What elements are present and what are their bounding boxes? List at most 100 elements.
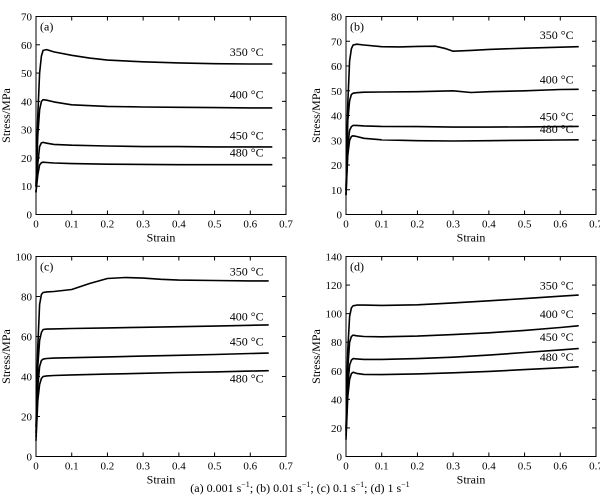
caption-sup-d: −1 bbox=[401, 480, 410, 489]
series-line-d-1 bbox=[345, 294, 579, 429]
y-tick-label-a: 10 bbox=[21, 181, 33, 193]
y-tick-label-c: 0 bbox=[27, 452, 33, 464]
y-tick-label-c: 80 bbox=[21, 292, 33, 304]
y-tick-label-a: 70 bbox=[21, 12, 33, 24]
series-label-a-4: 480 °C bbox=[230, 146, 264, 160]
series-line-b-1 bbox=[345, 43, 579, 191]
y-tick-label-b: 0 bbox=[337, 210, 343, 222]
x-tick-label-d: 0 bbox=[343, 461, 349, 473]
series-label-d-2: 400 °C bbox=[540, 307, 574, 321]
caption-segment-b: ; (b) 0.01 s−1 bbox=[249, 480, 311, 495]
x-tick-label-b: 0.2 bbox=[411, 219, 425, 231]
y-tick-label-b: 30 bbox=[331, 135, 343, 147]
x-tick-label-a: 0.4 bbox=[172, 219, 186, 231]
plot-frame-d bbox=[345, 256, 597, 457]
y-tick-label-a: 60 bbox=[21, 40, 33, 52]
x-tick-label-b: 0.6 bbox=[553, 219, 567, 231]
series-line-d-4 bbox=[345, 365, 579, 441]
caption-sup-b: −1 bbox=[301, 480, 311, 489]
y-tick-label-d: 140 bbox=[326, 252, 343, 264]
caption-sup-c: −1 bbox=[355, 480, 365, 489]
y-tick-label-a: 20 bbox=[21, 153, 33, 165]
caption-segment-c: ; (c) 0.1 s−1 bbox=[310, 480, 365, 495]
series-label-d-4: 480 °C bbox=[540, 350, 574, 364]
series-label-c-2: 400 °C bbox=[230, 310, 264, 324]
y-tick-label-d: 60 bbox=[331, 366, 343, 378]
chart-panel-a: 0 0.1 0.2 0.3 0.4 0.5 0.6 0.7 0 10 20 30 40 50 60 70 Str… bbox=[0, 12, 293, 245]
x-tick-label-b: 0.4 bbox=[482, 219, 496, 231]
x-axis-title-d: Strain bbox=[457, 473, 486, 487]
x-axis-title-c: Strain bbox=[147, 473, 176, 487]
y-tick-label-b: 80 bbox=[331, 12, 343, 24]
caption-text-b: ; (b) 0.01 s bbox=[249, 481, 302, 495]
y-tick-label-a: 0 bbox=[27, 210, 33, 222]
caption-segment-a: (a) 0.001 s−1 bbox=[190, 480, 250, 495]
series-label-b-1: 350 °C bbox=[540, 28, 574, 42]
series-line-a-2 bbox=[35, 98, 273, 187]
series-line-c-2 bbox=[35, 324, 269, 434]
x-tick-label-c: 0.3 bbox=[136, 461, 150, 473]
x-tick-label-b: 0.7 bbox=[589, 219, 600, 231]
y-tick-label-c: 40 bbox=[21, 372, 33, 384]
x-tick-label-a: 0 bbox=[33, 219, 39, 231]
chart-panel-c: 0 0.1 0.2 0.3 0.4 0.5 0.6 0.7 0 20 40 60 80 100 Strain… bbox=[0, 252, 293, 487]
series-label-b-4: 480 °C bbox=[540, 122, 574, 136]
x-tick-label-d: 0.5 bbox=[518, 461, 532, 473]
x-tick-label-b: 0.5 bbox=[518, 219, 532, 231]
y-tick-label-b: 70 bbox=[331, 36, 343, 48]
y-tick-label-b: 50 bbox=[331, 86, 343, 98]
y-tick-label-c: 60 bbox=[21, 332, 33, 344]
y-tick-label-d: 100 bbox=[326, 309, 343, 321]
x-tick-label-c: 0.1 bbox=[65, 461, 79, 473]
panel-label-b: (b) bbox=[350, 20, 364, 34]
y-tick-label-d: 120 bbox=[326, 280, 343, 292]
series-line-c-3 bbox=[35, 352, 269, 438]
series-line-b-2 bbox=[345, 88, 579, 191]
caption-text-d: ; (d) 1 s bbox=[364, 481, 402, 495]
panel-label-a: (a) bbox=[40, 20, 53, 34]
y-tick-label-a: 40 bbox=[21, 96, 33, 108]
x-tick-label-b: 0.3 bbox=[446, 219, 460, 231]
series-label-a-3: 450 °C bbox=[230, 129, 264, 143]
y-tick-label-d: 40 bbox=[331, 394, 343, 406]
x-tick-label-c: 0 bbox=[33, 461, 39, 473]
series-label-c-1: 350 °C bbox=[230, 265, 264, 279]
caption-text-a: (a) 0.001 s bbox=[190, 481, 242, 495]
y-axis-title-a: Stress/MPa bbox=[0, 87, 13, 142]
x-tick-label-d: 0.7 bbox=[589, 461, 600, 473]
series-label-a-1: 350 °C bbox=[230, 45, 264, 59]
x-axis-title-a: Strain bbox=[147, 231, 176, 245]
x-tick-label-a: 0.6 bbox=[243, 219, 257, 231]
y-axis-title-d: Stress/MPa bbox=[309, 328, 323, 383]
y-tick-label-b: 10 bbox=[331, 185, 343, 197]
series-line-d-2 bbox=[345, 324, 579, 432]
y-tick-label-d: 20 bbox=[331, 423, 343, 435]
plot-frame-a bbox=[35, 16, 287, 215]
x-tick-label-a: 0.3 bbox=[136, 219, 150, 231]
x-tick-label-a: 0.1 bbox=[65, 219, 79, 231]
chart-panel-d: 0 0.1 0.2 0.3 0.4 0.5 0.6 0.7 0 20 40 60 80 100 120 140… bbox=[309, 252, 600, 487]
x-tick-label-c: 0.2 bbox=[101, 461, 115, 473]
x-tick-label-c: 0.5 bbox=[208, 461, 222, 473]
x-tick-label-b: 0 bbox=[343, 219, 349, 231]
series-label-d-3: 450 °C bbox=[540, 330, 574, 344]
y-tick-label-a: 30 bbox=[21, 125, 33, 137]
y-tick-label-b: 40 bbox=[331, 111, 343, 123]
series-label-b-3: 450 °C bbox=[540, 109, 574, 123]
series-line-b-3 bbox=[345, 124, 579, 196]
x-tick-label-c: 0.4 bbox=[172, 461, 186, 473]
y-tick-label-a: 50 bbox=[21, 68, 33, 80]
x-tick-label-d: 0.3 bbox=[446, 461, 460, 473]
series-line-a-4 bbox=[35, 161, 273, 193]
series-line-b-4 bbox=[345, 135, 579, 196]
x-tick-label-d: 0.4 bbox=[482, 461, 496, 473]
x-tick-label-a: 0.5 bbox=[208, 219, 222, 231]
chart-panel-b: 0 0.1 0.2 0.3 0.4 0.5 0.6 0.7 0 10 20 30 40 50 60 70 80 S… bbox=[309, 12, 600, 245]
series-label-b-2: 400 °C bbox=[540, 72, 574, 86]
figure-caption: (a) 0.001 s−1; (b) 0.01 s−1; (c) 0.1 s−1… bbox=[0, 480, 600, 496]
series-label-d-1: 350 °C bbox=[540, 278, 574, 292]
y-axis-title-c: Stress/MPa bbox=[0, 328, 13, 383]
y-tick-label-c: 20 bbox=[21, 412, 33, 424]
caption-segment-d: ; (d) 1 s−1 bbox=[364, 480, 410, 495]
